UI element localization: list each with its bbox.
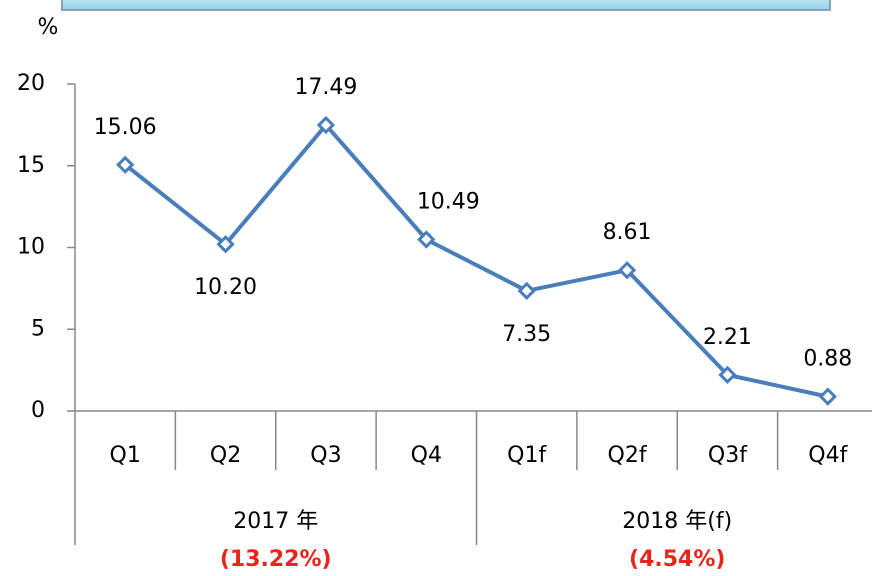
marker bbox=[116, 155, 135, 174]
marker bbox=[617, 261, 637, 280]
line bbox=[123, 123, 829, 399]
marker bbox=[316, 115, 336, 135]
value-label: 8.61 bbox=[603, 220, 652, 245]
value-label: 10.20 bbox=[194, 275, 257, 300]
value-label: 17.49 bbox=[294, 75, 357, 100]
marker bbox=[417, 230, 436, 249]
marker bbox=[517, 281, 536, 300]
y-tick-label: 5 bbox=[31, 316, 45, 341]
x-tick-label: Q1f bbox=[507, 443, 547, 468]
value-label: 10.49 bbox=[417, 189, 480, 214]
value-label: 7.35 bbox=[502, 322, 551, 347]
x-tick-label: Q4f bbox=[808, 443, 848, 468]
y-tick-label: 0 bbox=[31, 398, 45, 423]
x-tick-label: Q1 bbox=[110, 443, 141, 468]
y-tick-label: 10 bbox=[17, 235, 45, 260]
marker bbox=[818, 387, 837, 406]
y-tick-label: 15 bbox=[17, 153, 45, 178]
y-tick-label: 20 bbox=[17, 71, 45, 96]
marker bbox=[216, 235, 235, 254]
banner bbox=[61, 0, 831, 11]
x-tick-label: Q4 bbox=[411, 443, 442, 468]
group-note: (4.54%) bbox=[629, 547, 725, 572]
x-tick-label: Q3 bbox=[310, 443, 341, 468]
y-axis-label: % bbox=[38, 15, 59, 40]
marker bbox=[718, 365, 737, 384]
group-label: 2017 年 bbox=[233, 509, 318, 534]
value-label: 2.21 bbox=[703, 325, 752, 350]
value-label: 0.88 bbox=[803, 347, 852, 372]
x-tick-label: Q3f bbox=[708, 443, 748, 468]
group-note: (13.22%) bbox=[220, 547, 332, 572]
x-tick-label: Q2 bbox=[210, 443, 241, 468]
value-label: 15.06 bbox=[94, 115, 157, 140]
group-label: 2018 年(f) bbox=[622, 509, 732, 534]
x-tick-label: Q2f bbox=[608, 443, 648, 468]
